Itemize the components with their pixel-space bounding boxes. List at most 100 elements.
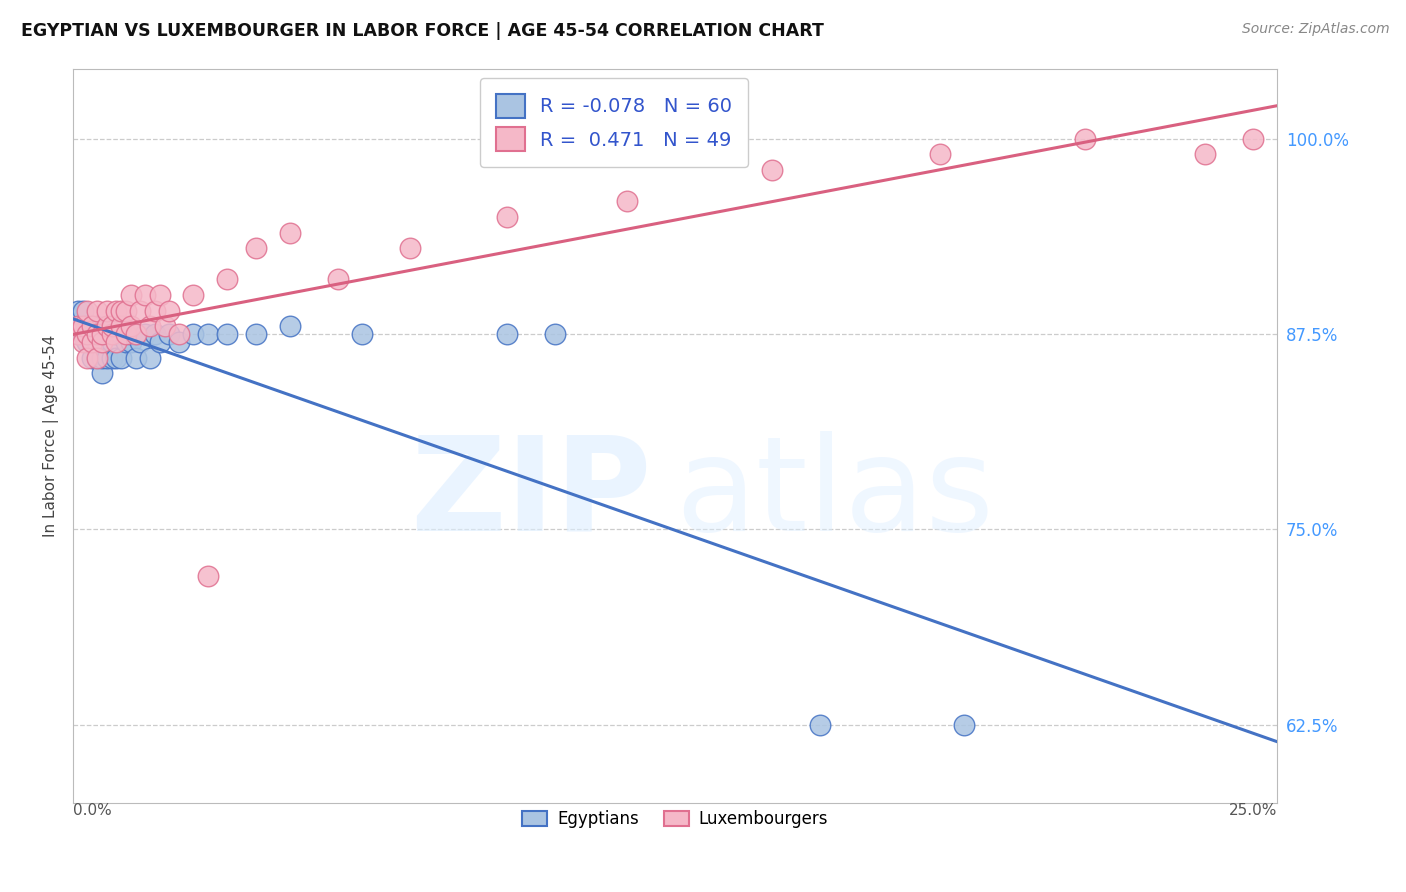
Point xyxy=(953,718,976,732)
Point xyxy=(82,351,104,365)
Point xyxy=(86,351,108,365)
Point xyxy=(66,319,89,334)
Point xyxy=(616,194,638,209)
Point xyxy=(90,351,112,365)
Point xyxy=(115,327,138,342)
Point xyxy=(115,327,138,342)
Point xyxy=(278,319,301,334)
Point xyxy=(110,327,132,342)
Point xyxy=(66,303,89,318)
Point xyxy=(1074,132,1097,146)
Point xyxy=(90,334,112,349)
Point xyxy=(167,327,190,342)
Point xyxy=(278,226,301,240)
Point xyxy=(66,327,89,342)
Point xyxy=(929,147,952,161)
Point xyxy=(76,351,98,365)
Legend: Egyptians, Luxembourgers: Egyptians, Luxembourgers xyxy=(516,804,835,835)
Point xyxy=(134,288,156,302)
Point xyxy=(82,319,104,334)
Point xyxy=(149,288,172,302)
Point xyxy=(129,303,152,318)
Point xyxy=(124,327,146,342)
Point xyxy=(1194,147,1216,161)
Text: atlas: atlas xyxy=(675,431,994,558)
Point xyxy=(120,327,142,342)
Point xyxy=(72,319,94,334)
Point xyxy=(76,334,98,349)
Point xyxy=(86,303,108,318)
Point xyxy=(183,327,205,342)
Point xyxy=(82,319,104,334)
Text: EGYPTIAN VS LUXEMBOURGER IN LABOR FORCE | AGE 45-54 CORRELATION CHART: EGYPTIAN VS LUXEMBOURGER IN LABOR FORCE … xyxy=(21,22,824,40)
Point xyxy=(1241,132,1264,146)
Point xyxy=(86,327,108,342)
Text: ZIP: ZIP xyxy=(409,431,651,558)
Point xyxy=(90,366,112,380)
Point xyxy=(86,351,108,365)
Point xyxy=(153,319,176,334)
Point xyxy=(110,303,132,318)
Point xyxy=(76,303,98,318)
Point xyxy=(217,327,239,342)
Point xyxy=(82,327,104,342)
Point xyxy=(129,334,152,349)
Point xyxy=(90,327,112,342)
Text: 25.0%: 25.0% xyxy=(1229,803,1278,818)
Point xyxy=(96,319,118,334)
Point xyxy=(495,327,517,342)
Point xyxy=(120,288,142,302)
Point xyxy=(105,303,128,318)
Point xyxy=(82,334,104,349)
Point xyxy=(110,319,132,334)
Point xyxy=(245,241,267,255)
Point xyxy=(96,319,118,334)
Point xyxy=(100,327,122,342)
Point xyxy=(110,319,132,334)
Point xyxy=(197,569,219,583)
Point xyxy=(352,327,374,342)
Point xyxy=(495,210,517,224)
Text: Source: ZipAtlas.com: Source: ZipAtlas.com xyxy=(1241,22,1389,37)
Point xyxy=(761,163,783,178)
Point xyxy=(82,334,104,349)
Point xyxy=(143,303,166,318)
Point xyxy=(808,718,831,732)
Point xyxy=(72,327,94,342)
Point xyxy=(86,334,108,349)
Point xyxy=(120,334,142,349)
Point xyxy=(399,241,422,255)
Point xyxy=(120,319,142,334)
Point xyxy=(76,327,98,342)
Point xyxy=(66,319,89,334)
Point xyxy=(66,327,89,342)
Point xyxy=(76,327,98,342)
Point xyxy=(96,303,118,318)
Point xyxy=(217,272,239,286)
Point xyxy=(76,334,98,349)
Point xyxy=(96,351,118,365)
Point xyxy=(105,351,128,365)
Text: 0.0%: 0.0% xyxy=(73,803,111,818)
Point xyxy=(72,327,94,342)
Point xyxy=(110,351,132,365)
Point xyxy=(72,319,94,334)
Point xyxy=(167,334,190,349)
Point xyxy=(197,327,219,342)
Point xyxy=(105,334,128,349)
Point xyxy=(72,319,94,334)
Point xyxy=(96,327,118,342)
Point xyxy=(139,319,162,334)
Point xyxy=(86,327,108,342)
Point xyxy=(100,351,122,365)
Point xyxy=(124,351,146,365)
Point xyxy=(105,327,128,342)
Point xyxy=(76,319,98,334)
Point xyxy=(245,327,267,342)
Point xyxy=(86,319,108,334)
Point xyxy=(157,327,180,342)
Point xyxy=(72,303,94,318)
Point xyxy=(149,334,172,349)
Point xyxy=(115,303,138,318)
Point xyxy=(100,327,122,342)
